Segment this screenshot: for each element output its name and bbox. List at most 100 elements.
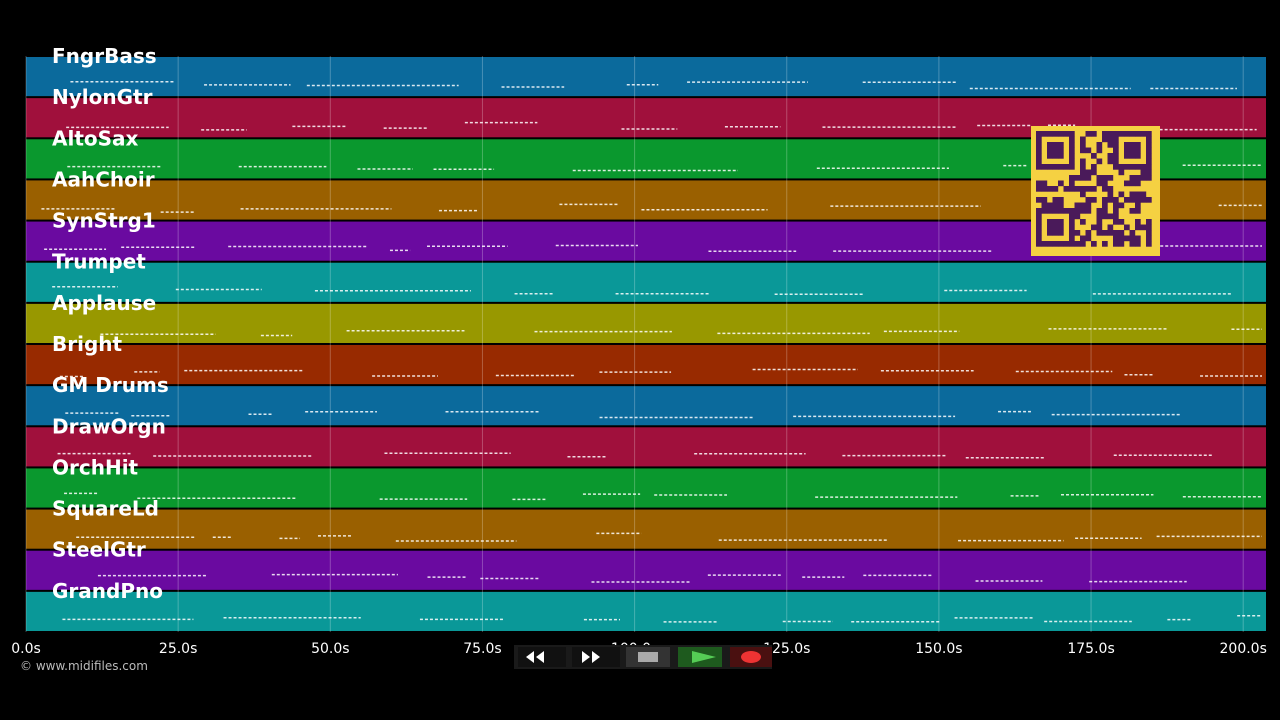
qr-cell <box>1052 147 1059 154</box>
qr-cell <box>1058 230 1064 236</box>
qr-cell <box>1140 175 1147 181</box>
qr-cell <box>1052 131 1059 137</box>
qr-cell <box>1052 241 1059 247</box>
qr-cell <box>1113 219 1119 225</box>
qr-cell <box>1107 186 1114 192</box>
qr-cell <box>1135 197 1141 203</box>
qr-cell <box>1069 131 1075 137</box>
play-button[interactable] <box>678 647 722 667</box>
qr-cell <box>1085 131 1092 137</box>
qr-cell <box>1036 235 1042 242</box>
qr-cell <box>1135 164 1141 170</box>
qr-cell <box>1036 224 1042 231</box>
track-name: OrchHit <box>52 455 139 479</box>
track-name: SquareLd <box>52 497 159 521</box>
track-name: DrawOrgn <box>52 414 166 438</box>
qr-cell <box>1036 153 1042 159</box>
track-lane <box>26 386 1266 426</box>
qr-cell <box>1058 147 1064 154</box>
time-label: 75.0s <box>463 641 501 657</box>
qr-cell <box>1069 230 1075 236</box>
qr-cell <box>1107 131 1114 137</box>
qr-cell <box>1096 180 1103 187</box>
qr-cell <box>1052 202 1059 209</box>
qr-cell <box>1096 213 1103 220</box>
qr-cell <box>1052 208 1059 214</box>
qr-cell <box>1129 153 1136 159</box>
qr-cell <box>1113 213 1119 220</box>
qr-cell <box>1080 191 1086 198</box>
qr-cell <box>1085 147 1092 154</box>
qr-cell <box>1036 230 1042 236</box>
qr-cell <box>1118 230 1125 236</box>
qr-cell <box>1113 208 1119 214</box>
forward-button[interactable] <box>572 647 620 667</box>
qr-cell <box>1080 136 1086 143</box>
qr-cell <box>1118 164 1125 170</box>
qr-cell <box>1124 197 1130 203</box>
qr-cell <box>1047 230 1053 236</box>
qr-cell <box>1096 230 1103 236</box>
qr-cell <box>1036 142 1042 148</box>
qr-cell <box>1113 164 1119 170</box>
qr-cell <box>1036 208 1042 214</box>
qr-cell <box>1146 175 1152 181</box>
qr-cell <box>1135 175 1141 181</box>
rewind-button[interactable] <box>518 647 566 667</box>
qr-cell <box>1058 197 1064 203</box>
qr-cell <box>1107 224 1114 231</box>
qr-cell <box>1102 180 1108 187</box>
qr-cell <box>1113 153 1119 159</box>
qr-cell <box>1102 213 1108 220</box>
qr-cell <box>1096 175 1103 181</box>
qr-cell <box>1069 235 1075 242</box>
time-label: 200.0s <box>1220 641 1267 657</box>
qr-cell <box>1041 164 1048 170</box>
qr-cell <box>1041 131 1048 137</box>
qr-cell <box>1036 186 1042 192</box>
qr-cell <box>1036 241 1042 247</box>
qr-cell <box>1047 208 1053 214</box>
qr-cell <box>1063 164 1070 170</box>
qr-cell <box>1069 147 1075 154</box>
qr-cell <box>1036 213 1042 220</box>
qr-cell <box>1096 208 1103 214</box>
track-name: SteelGtr <box>52 538 146 562</box>
qr-cell <box>1107 158 1114 165</box>
qr-cell <box>1146 230 1152 236</box>
qr-cell <box>1058 164 1064 170</box>
time-label: 0.0s <box>11 641 41 657</box>
qr-cell <box>1113 158 1119 165</box>
qr-cell <box>1074 213 1081 220</box>
qr-cell <box>1069 219 1075 225</box>
qr-cell <box>1091 164 1097 170</box>
qr-cell <box>1080 235 1086 242</box>
qr-cell <box>1135 208 1141 214</box>
qr-cell <box>1135 180 1141 187</box>
qr-cell <box>1058 142 1064 148</box>
qr-cell <box>1041 180 1048 187</box>
qr-cell <box>1135 131 1141 137</box>
qr-cell <box>1069 164 1075 170</box>
qr-cell <box>1036 180 1042 187</box>
qr-cell <box>1118 169 1125 176</box>
qr-cell <box>1052 142 1059 148</box>
qr-cell <box>1129 208 1136 214</box>
qr-cell <box>1107 153 1114 159</box>
qr-cell <box>1146 147 1152 154</box>
qr-cell <box>1140 131 1147 137</box>
stop-button[interactable] <box>626 647 670 667</box>
track-name: GrandPno <box>52 579 163 603</box>
qr-cell <box>1058 219 1064 225</box>
qr-cell <box>1080 164 1086 170</box>
qr-cell <box>1146 241 1152 247</box>
qr-cell <box>1096 224 1103 231</box>
labels: FngrBass NylonGtr AltoSax AahChoir SynStrg1 T… <box>11 44 1267 657</box>
time-label: 25.0s <box>159 641 197 657</box>
qr-cell <box>1069 213 1075 220</box>
qr-cell <box>1047 186 1053 192</box>
time-label: 50.0s <box>311 641 349 657</box>
record-button[interactable] <box>730 647 772 667</box>
qr-cell <box>1058 153 1064 159</box>
qr-cell <box>1113 235 1119 242</box>
